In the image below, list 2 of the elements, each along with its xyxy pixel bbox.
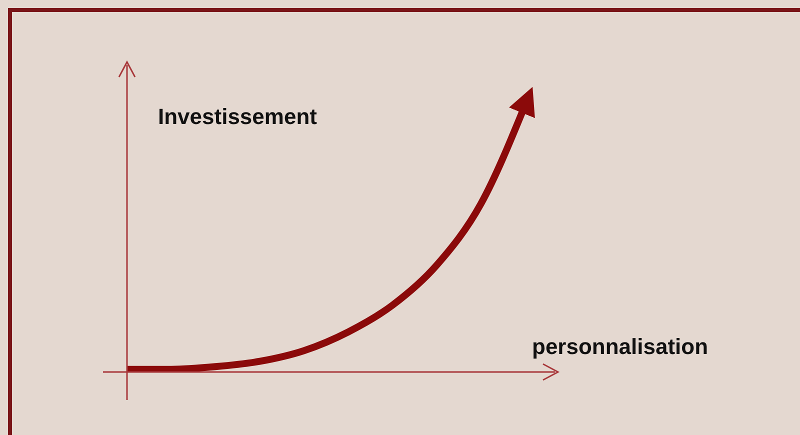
x-axis-title: personnalisation xyxy=(532,334,708,360)
y-axis-title: Investissement xyxy=(158,104,317,130)
